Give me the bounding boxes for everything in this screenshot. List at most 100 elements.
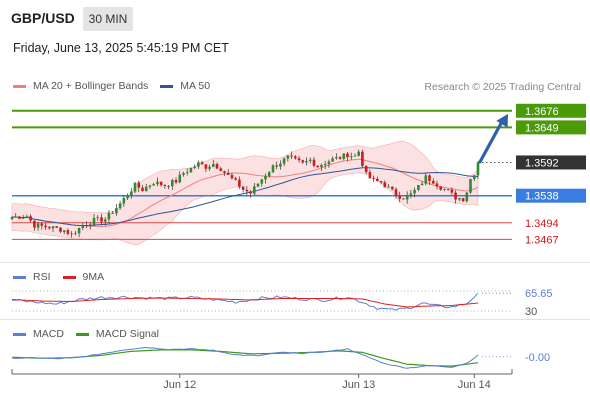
candle-body (405, 194, 409, 200)
candle-body (424, 175, 428, 184)
candle-body (294, 156, 297, 159)
candle-body (338, 157, 342, 159)
candle-body (368, 172, 372, 179)
legend-ma50[interactable]: MA 50 (160, 80, 210, 92)
candle-body (320, 165, 323, 168)
legend-label: MA 20 + Bollinger Bands (33, 80, 149, 92)
candle-body (312, 159, 316, 166)
candle-body (376, 178, 379, 182)
legend-rsi-9ma[interactable]: 9MA (62, 271, 104, 283)
candle-body (100, 217, 103, 222)
candle-body (409, 193, 413, 195)
bollinger-band (11, 140, 479, 246)
legend-label: RSI (33, 271, 51, 283)
candle-body (55, 226, 58, 228)
candle-body (383, 182, 387, 188)
candle-body (417, 185, 420, 190)
candle-body (197, 162, 200, 167)
legend-macd[interactable]: MACD (13, 328, 64, 340)
candle-body (200, 162, 204, 165)
candle-body (171, 180, 174, 187)
macd-legend: MACD MACD Signal (13, 328, 171, 340)
candles (10, 149, 480, 238)
candle-body (115, 208, 118, 214)
legend-swatch (75, 332, 89, 336)
x-tick-label-jun-12: Jun 12 (163, 379, 196, 391)
candle-body (394, 189, 398, 196)
candle-body (111, 212, 114, 214)
candle-body (357, 151, 360, 156)
candle-body (353, 155, 357, 157)
candle-body (465, 192, 469, 202)
candle-body (241, 186, 245, 190)
candle-body (144, 186, 148, 191)
candle-body (204, 164, 208, 169)
candle-body (85, 225, 88, 227)
level-tag-1.3649 (516, 120, 586, 135)
candle-body (379, 181, 383, 183)
candle-body (92, 217, 96, 225)
level-label-1.3592: 1.3592 (525, 157, 559, 169)
candle-body (316, 165, 319, 168)
candle-body (122, 198, 126, 204)
legend-swatch (13, 332, 26, 336)
candle-body (398, 195, 401, 199)
level-label-1.3538: 1.3538 (525, 191, 559, 203)
timeframe-button[interactable]: 30 MIN (83, 7, 133, 31)
macd-tick--0.00: -0.00 (525, 352, 550, 364)
candle-body (335, 157, 338, 159)
candle-body (44, 225, 47, 228)
candle-body (331, 158, 334, 162)
price-legend: MA 20 + Bollinger Bands MA 50 (13, 80, 222, 92)
legend-macd-signal[interactable]: MACD Signal (75, 328, 159, 340)
candle-body (66, 230, 70, 234)
candle-body (96, 217, 99, 219)
candle-body (25, 216, 29, 218)
level-tag-1.3592 (516, 155, 586, 170)
candle-body (413, 189, 416, 194)
candle-body (141, 187, 144, 191)
candle-body (256, 183, 260, 187)
candle-body (226, 172, 230, 175)
candle-body (40, 223, 44, 226)
candle-body (185, 172, 189, 174)
candle-body (126, 195, 129, 199)
ma50-line (11, 167, 479, 226)
candle-body (435, 183, 439, 187)
candle-body (461, 198, 465, 202)
macd-line (11, 346, 479, 369)
candle-body (182, 173, 185, 175)
candle-body (133, 182, 137, 192)
rsi-tick-30: 30 (525, 306, 537, 318)
candle-body (59, 227, 62, 232)
candle-body (450, 189, 454, 193)
candle-body (89, 224, 92, 226)
candle-body (446, 189, 450, 190)
candle-body (51, 226, 55, 229)
candle-body (74, 233, 77, 235)
candle-body (402, 198, 405, 200)
candle-body (70, 233, 73, 235)
candle-body (208, 166, 211, 169)
candle-body (458, 198, 461, 200)
candle-body (469, 179, 472, 193)
candle-body (264, 176, 267, 180)
candle-body (193, 166, 196, 168)
level-label-1.3494: 1.3494 (525, 218, 559, 230)
candle-body (167, 186, 170, 187)
candle-body (36, 223, 40, 228)
forecast-arrow-head (496, 113, 508, 128)
research-credit: Research © 2025 Trading Central (424, 81, 581, 93)
rsi-line (11, 292, 479, 311)
candle-body (267, 172, 271, 176)
candle-body (275, 165, 278, 167)
x-tick-label-jun-13: Jun 13 (342, 379, 375, 391)
macd-signal-line (11, 349, 479, 367)
legend-rsi[interactable]: RSI (13, 271, 51, 283)
symbol-title: GBP/USD (11, 10, 75, 26)
candle-body (279, 163, 282, 167)
legend-ma20-bollinger[interactable]: MA 20 + Bollinger Bands (13, 80, 148, 92)
legend-swatch (13, 84, 26, 88)
candle-body (473, 175, 476, 180)
